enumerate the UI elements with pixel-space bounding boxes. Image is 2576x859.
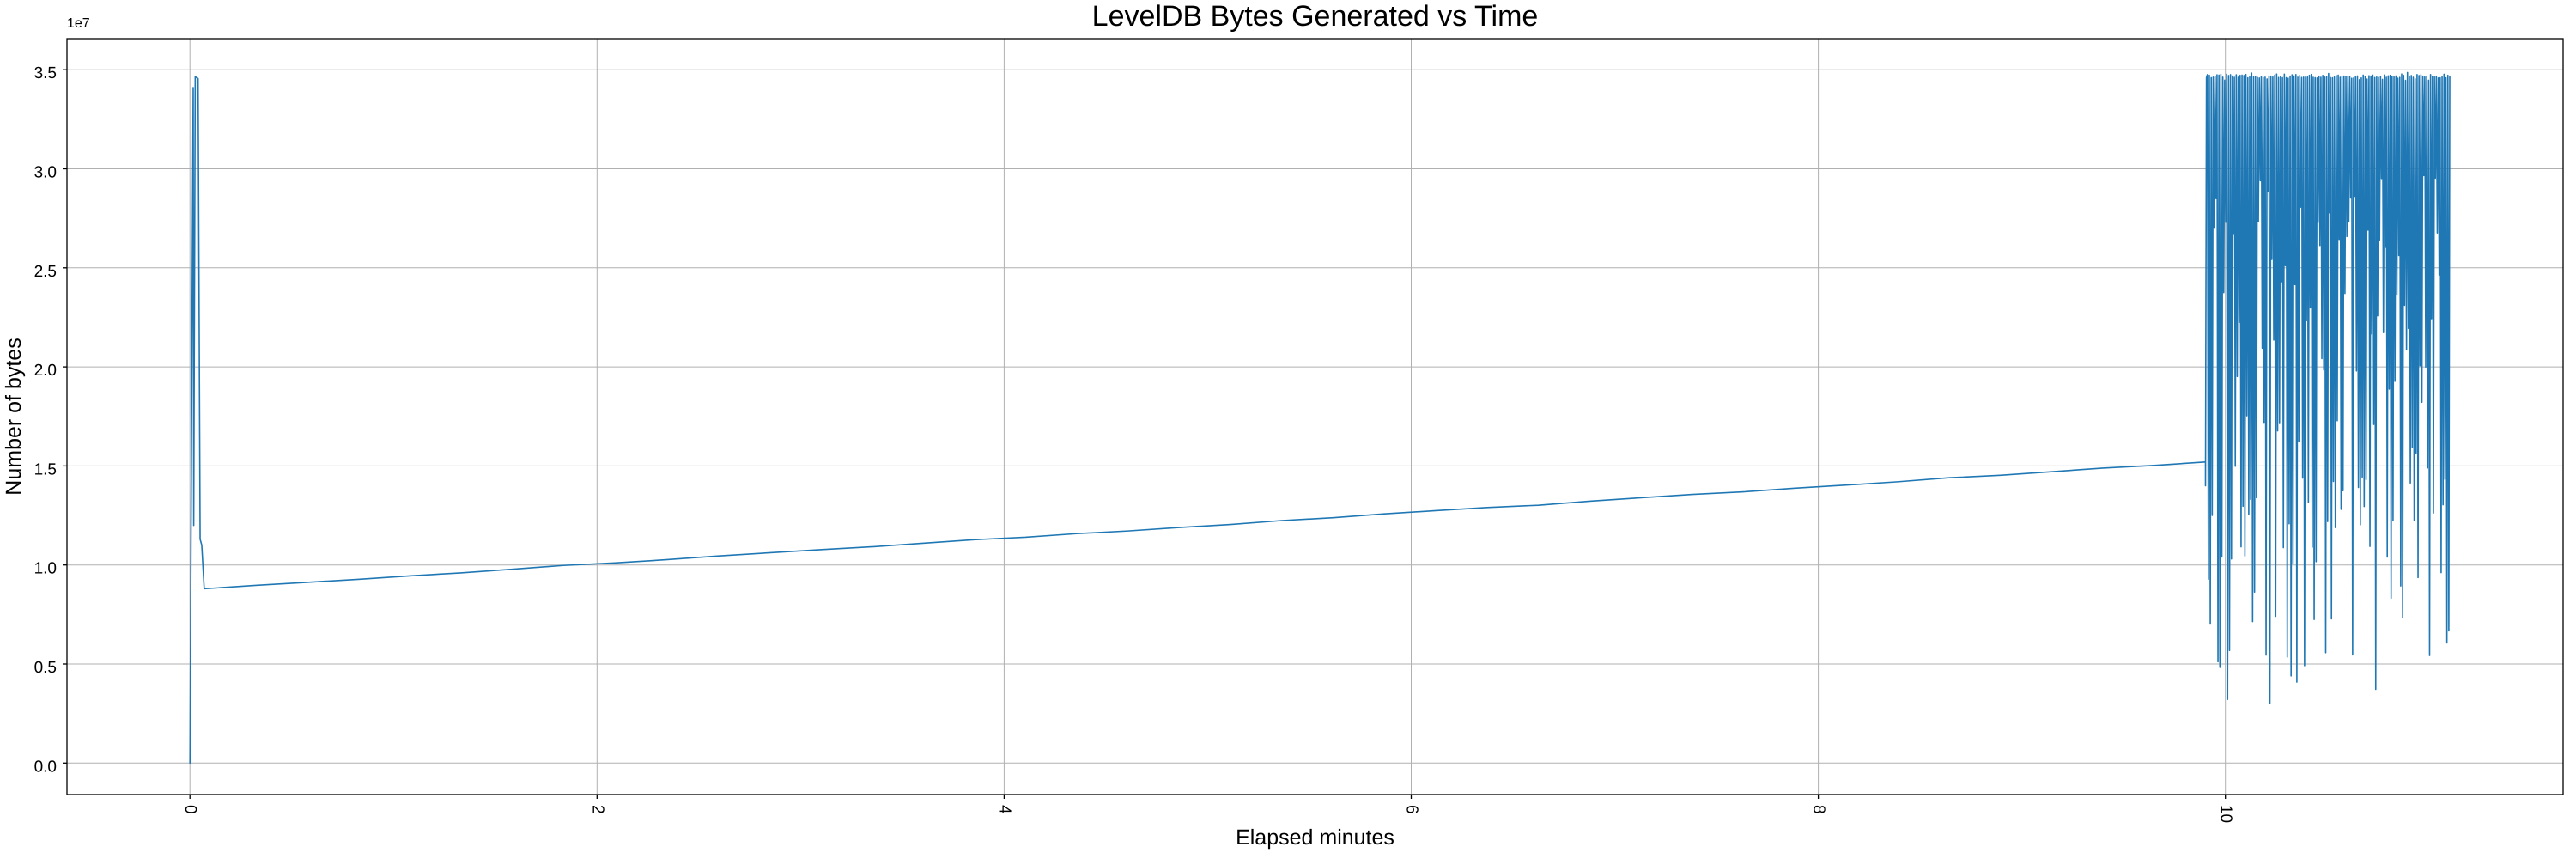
svg-text:3.0: 3.0 xyxy=(34,164,57,182)
svg-text:Number of bytes: Number of bytes xyxy=(2,338,26,495)
svg-text:2.0: 2.0 xyxy=(34,362,57,380)
svg-text:1.0: 1.0 xyxy=(34,560,57,578)
svg-text:1e7: 1e7 xyxy=(67,16,90,31)
svg-text:8: 8 xyxy=(1810,805,1828,814)
svg-text:1.5: 1.5 xyxy=(34,460,57,478)
svg-text:0.5: 0.5 xyxy=(34,659,57,677)
svg-text:10: 10 xyxy=(2217,805,2235,823)
svg-text:0.0: 0.0 xyxy=(34,758,57,776)
svg-text:4: 4 xyxy=(995,805,1013,814)
svg-text:3.5: 3.5 xyxy=(34,64,57,82)
svg-text:0: 0 xyxy=(181,805,199,814)
svg-text:Elapsed minutes: Elapsed minutes xyxy=(1236,825,1394,850)
svg-text:2: 2 xyxy=(588,805,606,814)
svg-text:LevelDB Bytes Generated vs Tim: LevelDB Bytes Generated vs Time xyxy=(1092,0,1539,33)
svg-text:2.5: 2.5 xyxy=(34,263,57,281)
svg-text:6: 6 xyxy=(1402,805,1420,814)
